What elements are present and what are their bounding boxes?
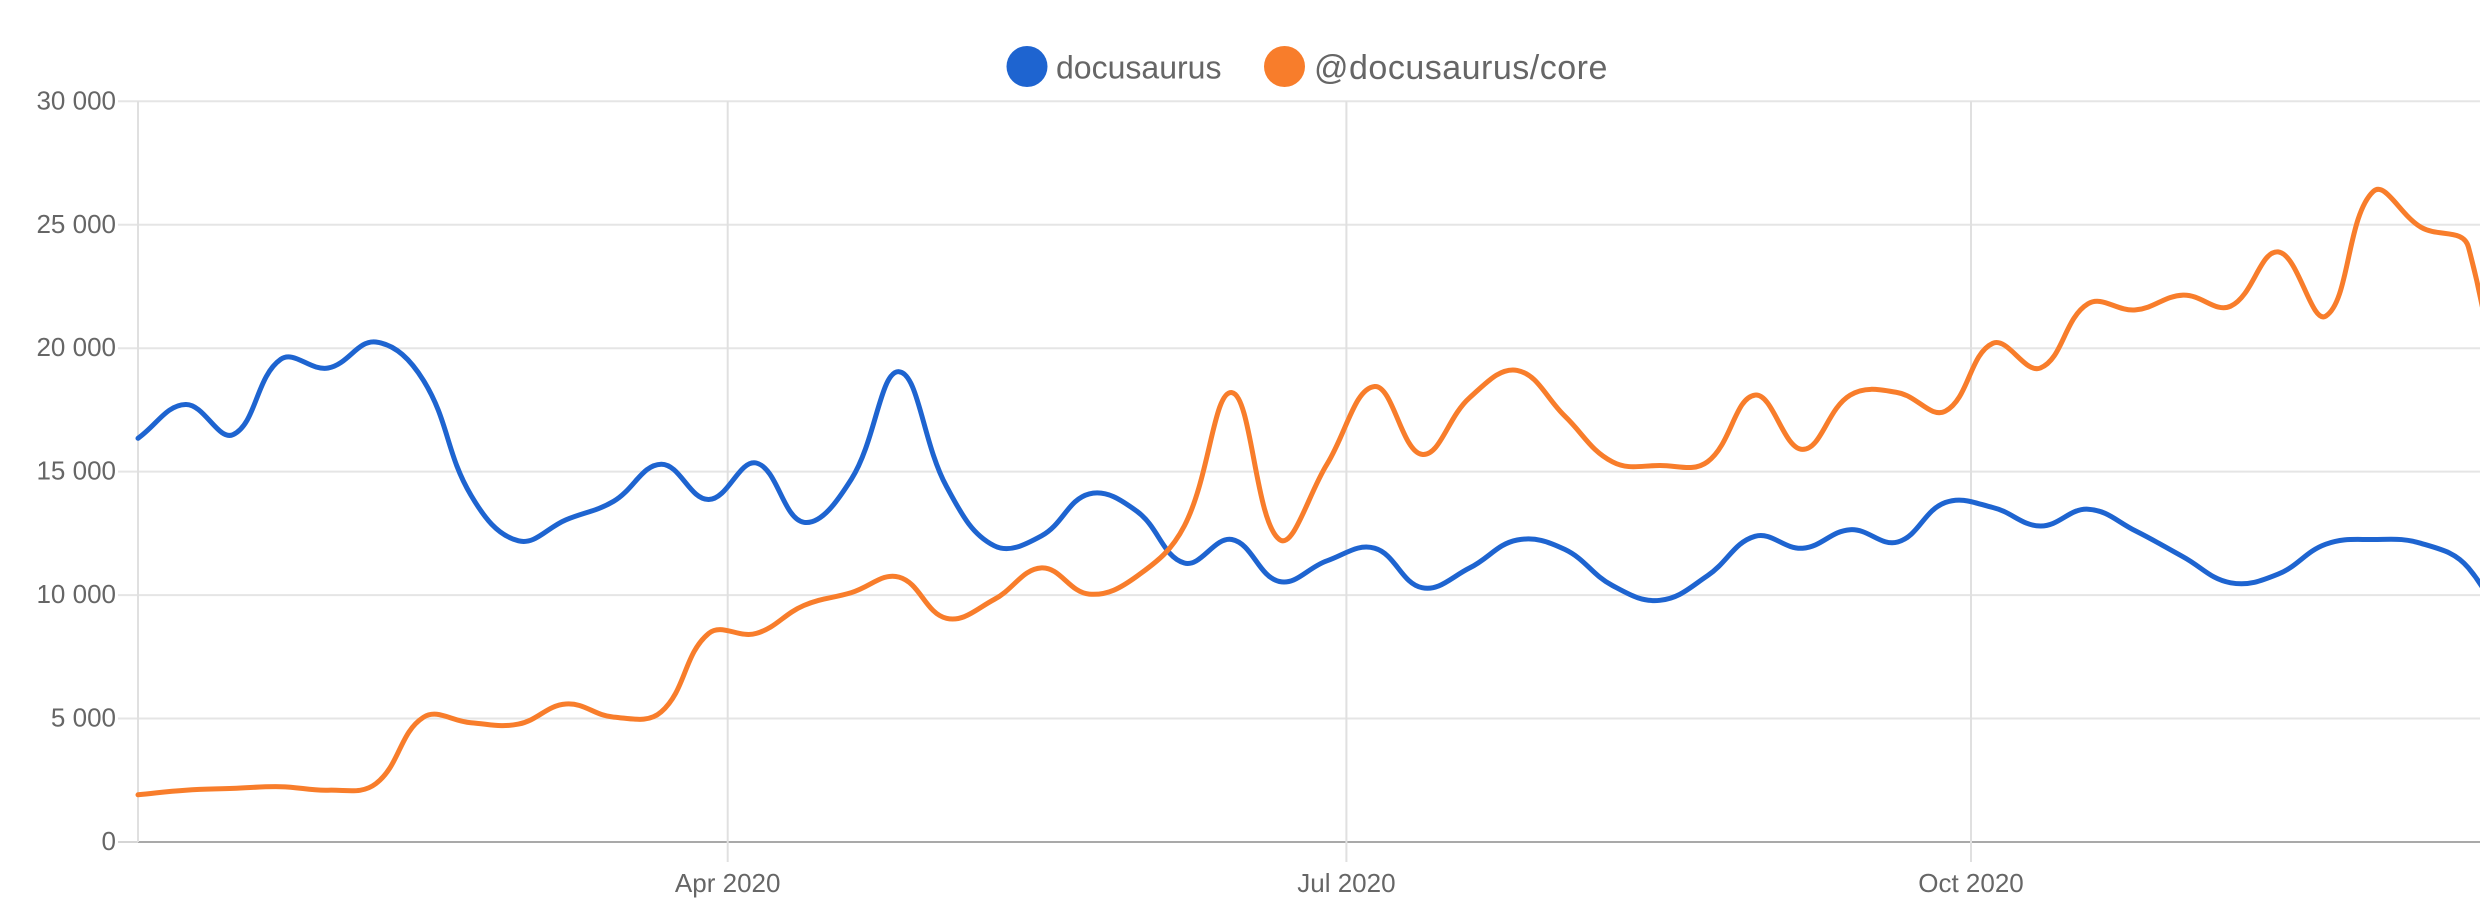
svg-text:5 000: 5 000 xyxy=(51,703,116,733)
svg-text:Jul 2020: Jul 2020 xyxy=(1297,868,1395,898)
svg-text:0: 0 xyxy=(102,826,116,856)
svg-text:@docusaurus/core: @docusaurus/core xyxy=(1314,49,1608,87)
svg-text:15 000: 15 000 xyxy=(36,456,116,486)
svg-text:25 000: 25 000 xyxy=(36,209,116,239)
svg-text:Apr 2020: Apr 2020 xyxy=(675,868,781,898)
svg-text:30 000: 30 000 xyxy=(36,85,116,115)
svg-text:20 000: 20 000 xyxy=(36,332,116,362)
svg-text:Oct 2020: Oct 2020 xyxy=(1918,868,2024,898)
svg-text:docusaurus: docusaurus xyxy=(1056,50,1221,86)
svg-text:10 000: 10 000 xyxy=(36,579,116,609)
